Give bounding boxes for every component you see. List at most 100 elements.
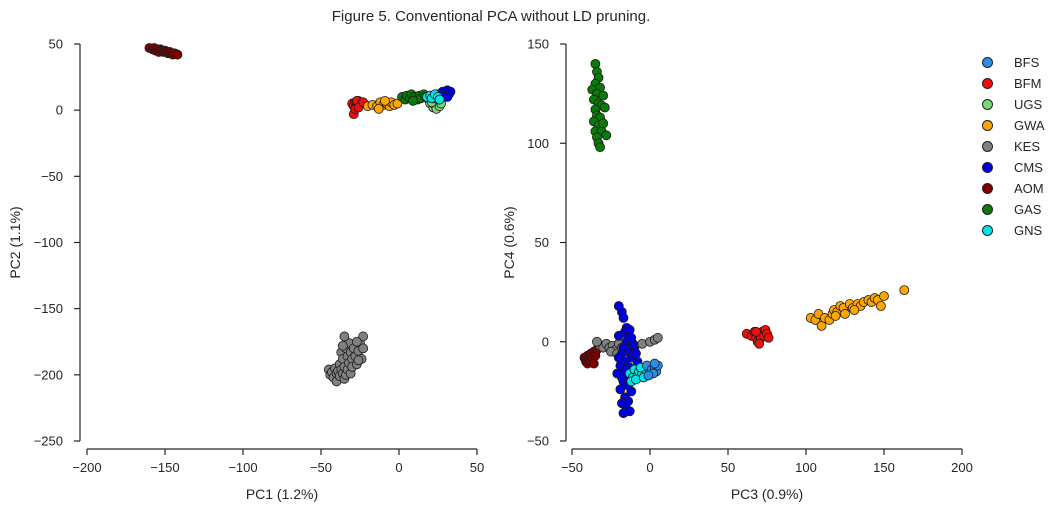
- data-point: [172, 49, 183, 60]
- y-axis-label: PC2 (1.1%): [7, 206, 23, 278]
- data-point: [601, 130, 612, 141]
- legend-item-gwa: GWA: [982, 115, 1045, 136]
- data-point: [899, 285, 910, 296]
- x-tick-label: −50: [310, 460, 332, 475]
- legend-marker: [982, 99, 993, 110]
- legend-marker: [982, 120, 993, 131]
- series-bfs: [641, 358, 663, 381]
- series-aom: [579, 344, 602, 369]
- legend-item-gas: GAS: [982, 199, 1045, 220]
- legend-marker: [982, 57, 993, 68]
- data-point: [351, 336, 362, 347]
- y-tick-label: −250: [34, 434, 63, 449]
- data-point: [849, 305, 860, 315]
- data-point: [618, 313, 629, 323]
- data-point: [592, 336, 602, 347]
- x-tick-label: −150: [150, 460, 179, 475]
- x-tick-label: 0: [395, 460, 402, 475]
- y-tick-label: 0: [56, 103, 63, 118]
- data-point: [595, 142, 605, 153]
- legend-item-bfm: BFM: [982, 73, 1045, 94]
- legend-item-bfs: BFS: [982, 52, 1045, 73]
- legend-label: BFS: [1014, 55, 1040, 70]
- figure-title: Figure 5. Conventional PCA without LD pr…: [331, 8, 651, 25]
- data-point: [754, 338, 765, 349]
- pca-panel-right: −50 0 50 100 150 200 −50 0 50 100 150 PC3 (0.9%) PC4…: [501, 37, 973, 503]
- x-tick-label: 200: [951, 460, 973, 475]
- data-point: [392, 98, 403, 109]
- data-point: [588, 358, 599, 369]
- legend-label: KES: [1014, 139, 1041, 154]
- data-point: [598, 118, 609, 129]
- legend-label: CMS: [1014, 160, 1043, 175]
- data-point: [879, 291, 889, 301]
- y-tick-label: 50: [535, 235, 549, 250]
- data-point: [875, 301, 886, 311]
- data-point: [358, 343, 369, 354]
- series-kes: [323, 331, 369, 387]
- series-gns: [422, 89, 445, 105]
- x-tick-label: 150: [873, 460, 895, 475]
- legend-label: GAS: [1014, 202, 1042, 217]
- data-point: [626, 332, 637, 343]
- x-tick-label: 100: [795, 460, 817, 475]
- y-axis-label: PC4 (0.6%): [501, 206, 517, 278]
- legend-label: AOM: [1014, 181, 1044, 196]
- y-tick-label: 50: [49, 37, 63, 52]
- data-point: [624, 324, 635, 335]
- series-bfm: [741, 324, 774, 349]
- legend-item-ugs: UGS: [982, 94, 1045, 115]
- data-point: [613, 352, 624, 363]
- legend-marker: [982, 183, 993, 194]
- data-point: [830, 311, 841, 321]
- pca-panel-left: −200 −150 −100 −50 0 50 −250 −200 −150 −100 −50 0 50…: [7, 37, 484, 503]
- data-point: [373, 103, 384, 114]
- series-gns: [624, 362, 655, 387]
- series-gas: [587, 58, 612, 153]
- legend-item-gns: GNS: [982, 220, 1045, 241]
- data-point: [358, 331, 369, 342]
- legend-marker: [982, 204, 993, 215]
- legend-item-aom: AOM: [982, 178, 1045, 199]
- data-point: [598, 90, 609, 101]
- legend-marker: [982, 162, 993, 173]
- series-cms: [434, 85, 456, 102]
- data-point: [763, 332, 774, 343]
- data-point: [626, 386, 637, 397]
- y-tick-label: −150: [34, 301, 63, 316]
- data-point: [649, 358, 660, 369]
- data-point: [751, 326, 761, 337]
- y-tick-label: 100: [527, 136, 549, 151]
- data-point: [434, 94, 445, 105]
- y-tick-label: −50: [527, 434, 549, 449]
- data-point: [615, 384, 626, 395]
- series-cms: [612, 301, 643, 419]
- y-tick-label: −100: [34, 235, 63, 250]
- data-point: [339, 331, 350, 342]
- y-tick-label: 150: [527, 37, 549, 52]
- data-point: [623, 396, 634, 407]
- legend-item-kes: KES: [982, 136, 1045, 157]
- y-tick-label: −50: [41, 169, 63, 184]
- data-point: [613, 330, 624, 341]
- y-tick-label: 0: [542, 334, 549, 349]
- legend-label: GWA: [1014, 118, 1045, 133]
- legend-label: BFM: [1014, 76, 1042, 91]
- x-tick-label: −50: [561, 460, 583, 475]
- data-point: [631, 348, 641, 359]
- series-gwa: [362, 96, 403, 114]
- legend-marker: [982, 78, 993, 89]
- data-point: [624, 406, 635, 417]
- y-tick-label: −200: [34, 367, 63, 382]
- legend-label: UGS: [1014, 97, 1043, 112]
- series-bfm: [347, 96, 369, 120]
- x-axis-label: PC1 (1.2%): [246, 486, 318, 502]
- series-gwa: [805, 285, 910, 331]
- data-point: [643, 370, 654, 381]
- x-tick-label: 50: [470, 460, 484, 475]
- x-tick-label: −200: [72, 460, 101, 475]
- data-point: [617, 372, 627, 383]
- series-aom: [144, 43, 183, 60]
- data-point: [840, 309, 850, 319]
- legend: BFS BFM UGS GWA KES CMS AOM GAS GNS: [982, 52, 1045, 241]
